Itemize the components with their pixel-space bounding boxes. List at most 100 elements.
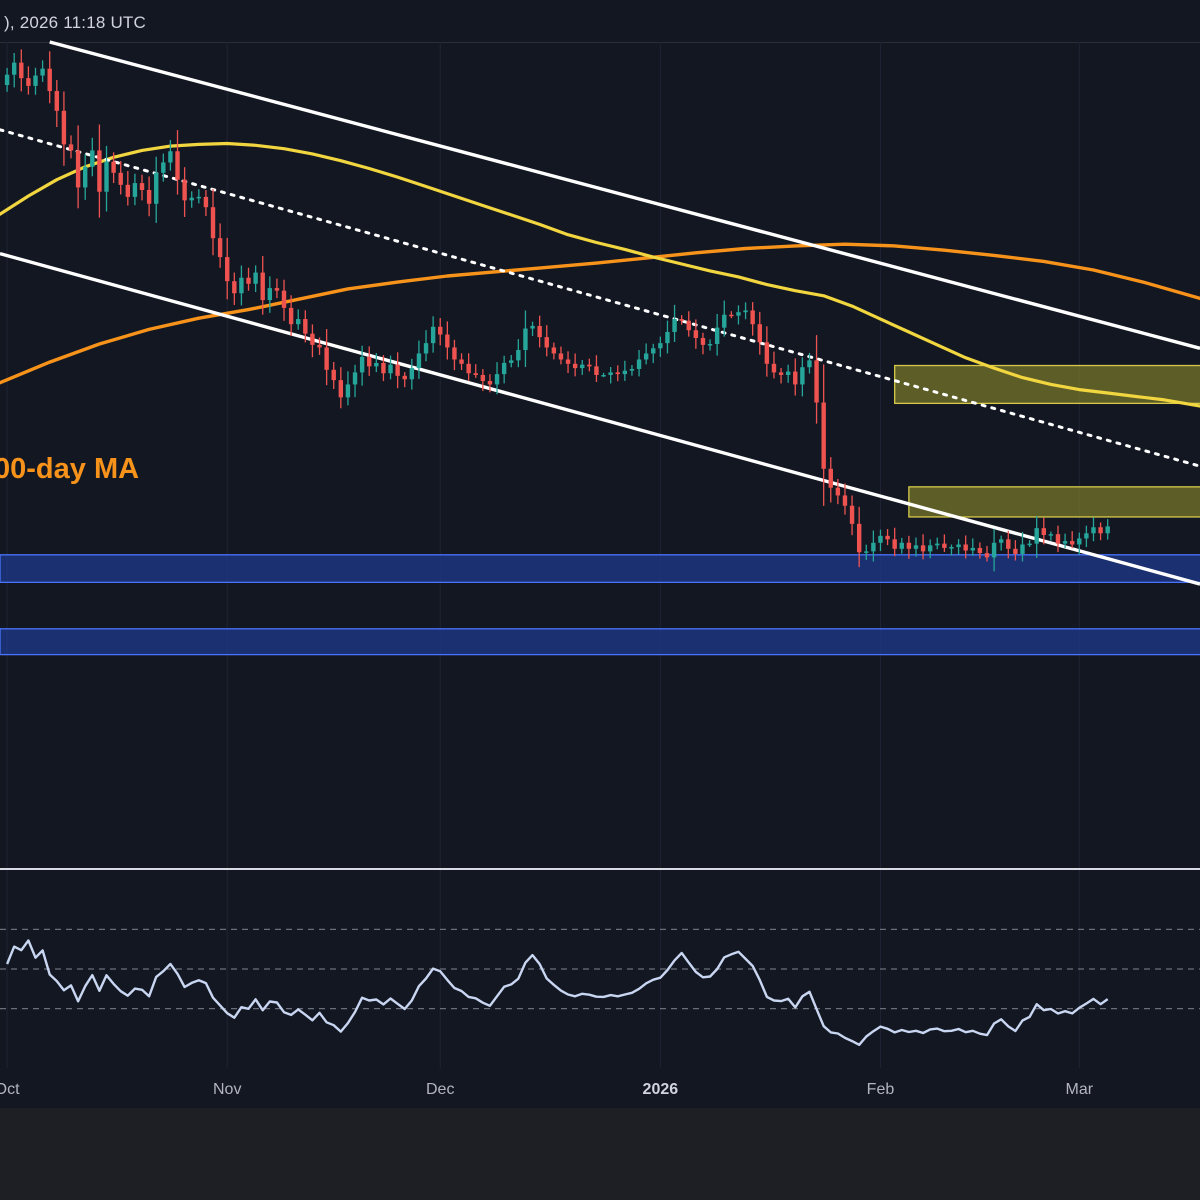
candle — [537, 315, 542, 348]
candle — [61, 91, 67, 166]
candle-body — [359, 356, 365, 373]
candle-body — [83, 166, 88, 188]
candle-body — [672, 319, 677, 332]
candle — [352, 364, 358, 398]
descending-channel — [0, 40, 1200, 586]
candle-body — [629, 368, 635, 371]
candle-body — [125, 184, 131, 197]
candle — [736, 305, 741, 325]
candle — [778, 368, 784, 384]
x-tick-label: Dec — [426, 1081, 454, 1098]
candle-body — [551, 347, 557, 354]
candle — [189, 191, 194, 208]
candle-body — [274, 288, 280, 291]
candle — [906, 535, 912, 559]
candle — [438, 318, 443, 346]
candle — [658, 336, 663, 357]
candle-body — [842, 495, 848, 506]
candle — [1027, 540, 1032, 548]
candle — [381, 355, 386, 382]
candle — [963, 535, 968, 559]
candle — [856, 506, 862, 568]
candle-body — [1041, 528, 1046, 536]
candle-body — [885, 535, 890, 540]
candle-body — [430, 326, 436, 344]
candle-body — [139, 183, 145, 190]
candle-body — [445, 334, 450, 348]
candle-body — [1055, 534, 1061, 544]
candle — [920, 534, 926, 560]
candle-body — [643, 353, 649, 360]
candle — [750, 302, 755, 336]
candle — [622, 360, 628, 381]
candle — [338, 367, 344, 409]
candle — [68, 135, 74, 159]
candle — [1069, 531, 1075, 549]
candle — [466, 353, 471, 381]
candle-body — [19, 62, 24, 79]
candle — [111, 152, 116, 184]
candle-body — [991, 542, 997, 558]
candle-body — [423, 343, 429, 354]
candle-body — [927, 545, 933, 552]
candle-body — [963, 544, 968, 551]
candle — [374, 353, 379, 373]
candle-body — [1013, 548, 1018, 554]
candle-body — [210, 207, 216, 239]
candle-body — [168, 151, 173, 163]
candle — [942, 534, 947, 553]
candle-body — [132, 183, 138, 197]
candle-body — [416, 353, 422, 369]
candle-body — [104, 161, 109, 192]
demand-zone-2 — [0, 554, 1200, 583]
candle — [970, 538, 975, 556]
candle — [757, 311, 762, 355]
candle-body — [1048, 534, 1054, 536]
candle-body — [296, 319, 301, 325]
candle-body — [161, 162, 166, 173]
candle — [154, 156, 159, 223]
candle — [33, 67, 38, 95]
candle-body — [409, 368, 415, 380]
candle — [430, 316, 436, 353]
candle-body — [707, 344, 713, 346]
ma-short-line — [0, 141, 1200, 408]
candle — [743, 302, 748, 320]
candle-body — [90, 150, 95, 167]
candle-body — [757, 324, 762, 343]
candle-body — [778, 372, 784, 375]
candle-body — [998, 539, 1004, 543]
candle — [785, 364, 791, 383]
candle-body — [260, 272, 265, 301]
candle-body — [1034, 528, 1039, 544]
price-chart[interactable]: 00-day MA Oct Nov Dec 2026 Feb Mar — [0, 0, 1200, 1108]
candle-body — [4, 74, 10, 86]
candle-body — [913, 545, 919, 549]
candle-body — [651, 348, 656, 354]
candle-body — [487, 381, 493, 385]
candle — [636, 349, 642, 377]
demand-zone-3 — [0, 628, 1200, 656]
candle-body — [111, 161, 116, 173]
candle — [672, 304, 677, 342]
candle-body — [253, 272, 258, 284]
candle — [1084, 525, 1089, 548]
candle-body — [871, 542, 876, 552]
supply-zone-1 — [908, 486, 1200, 518]
candle — [47, 51, 52, 104]
price-zones — [0, 364, 1200, 656]
candle — [104, 145, 109, 212]
candle — [629, 365, 635, 376]
candle-body — [750, 310, 755, 325]
x-axis: Oct Nov Dec 2026 Feb Mar — [0, 1081, 1094, 1098]
candle-body — [509, 360, 514, 363]
candle-body — [942, 543, 947, 548]
candle-body — [352, 372, 358, 385]
candle — [423, 330, 429, 362]
candle-body — [530, 325, 535, 329]
candle-body — [146, 189, 152, 204]
candle-body — [970, 547, 975, 551]
candle — [118, 161, 123, 195]
candle-body — [239, 277, 244, 294]
candle-body — [324, 347, 329, 370]
